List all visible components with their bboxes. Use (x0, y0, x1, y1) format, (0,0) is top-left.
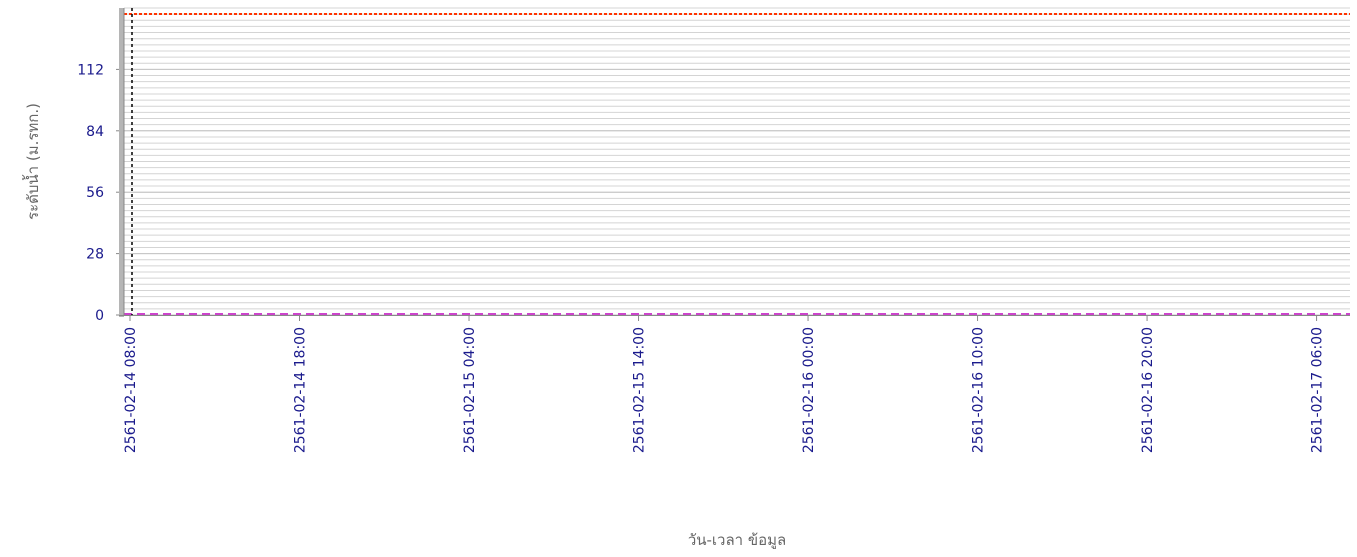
x-axis-title: วัน-เวลา ข้อมูล (688, 531, 786, 549)
y-tick-labels: 0 28 56 84 112 (77, 62, 119, 324)
x-tick-label: 2561-02-17 06:00 (1310, 327, 1326, 453)
y-tick-label: 0 (95, 308, 104, 324)
x-tick-label: 2561-02-16 10:00 (971, 327, 987, 453)
grid-lines (124, 7, 1350, 316)
reference-lines (124, 8, 1350, 315)
x-tick-label: 2561-02-15 14:00 (632, 327, 648, 453)
x-tick-label: 2561-02-16 00:00 (801, 327, 817, 453)
y-axis-title: ระดับน้ำ (ม.รทก.) (22, 103, 42, 220)
x-tick-label: 2561-02-15 04:00 (462, 327, 478, 453)
y-tick-label: 84 (86, 124, 104, 140)
x-tick-label: 2561-02-14 08:00 (123, 327, 139, 453)
x-tick-label: 2561-02-14 18:00 (293, 327, 309, 453)
y-tick-label: 56 (86, 185, 104, 201)
axes (119, 8, 1350, 317)
y-tick-label: 112 (77, 62, 104, 78)
y-tick-label: 28 (86, 247, 104, 263)
left-axis-band (119, 8, 124, 317)
x-tick-label: 2561-02-16 20:00 (1140, 327, 1156, 453)
x-tick-labels: 2561-02-14 08:00 2561-02-14 18:00 2561-02-… (123, 315, 1326, 453)
